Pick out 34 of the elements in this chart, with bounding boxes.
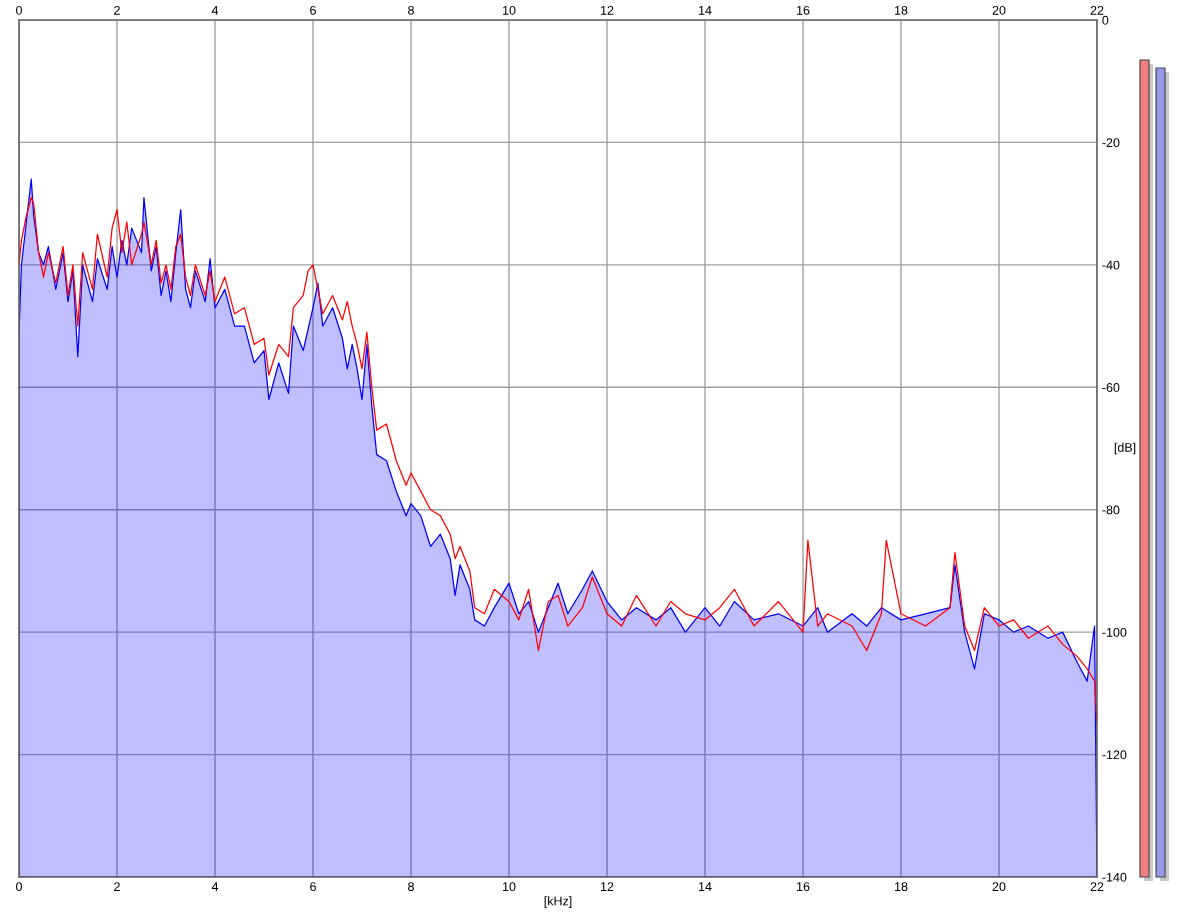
x-tick-label: 10 — [503, 882, 516, 892]
x-tick-label: 12 — [601, 882, 614, 891]
y-tick-label: -120 — [1102, 750, 1127, 760]
x2-tick-label: 10 — [503, 5, 516, 15]
y-tick-label: -140 — [1102, 872, 1127, 882]
y-tick-label: -40 — [1102, 260, 1120, 270]
x-tick-label: 6 — [310, 882, 316, 892]
x2-tick-label: 0 — [16, 5, 22, 15]
x-tick-label: 2 — [114, 882, 120, 891]
x2-tick-label: 20 — [992, 5, 1006, 15]
x-axis-title: [kHz] — [544, 896, 572, 908]
y-tick-label: 0 — [1102, 15, 1109, 25]
x2-tick-label: 4 — [211, 6, 219, 15]
x-tick-label: 8 — [408, 882, 414, 892]
x2-tick-label: 22 — [1090, 5, 1104, 15]
x2-tick-label: 8 — [408, 5, 414, 15]
y-axis-title: [dB] — [1114, 442, 1136, 455]
x2-tick-label: 6 — [310, 5, 316, 15]
x-tick-label: 16 — [797, 882, 810, 892]
x-tick-label: 22 — [1090, 882, 1104, 891]
x2-tick-label: 14 — [699, 6, 712, 15]
y-tick-label: -100 — [1102, 627, 1127, 637]
x2-tick-label: 12 — [601, 5, 614, 15]
y-tick-label: -80 — [1102, 505, 1120, 515]
x2-tick-label: 18 — [895, 5, 908, 15]
x2-tick-label: 16 — [797, 5, 810, 15]
x-tick-label: 20 — [992, 882, 1006, 892]
x-tick-label: 18 — [895, 882, 908, 892]
y-tick-label: -60 — [1102, 383, 1120, 392]
x-tick-label: 4 — [211, 882, 219, 891]
x-tick-label: 14 — [699, 882, 712, 891]
y-tick-label: -20 — [1102, 138, 1120, 148]
x-tick-label: 0 — [16, 882, 22, 892]
x2-tick-label: 2 — [114, 5, 120, 15]
